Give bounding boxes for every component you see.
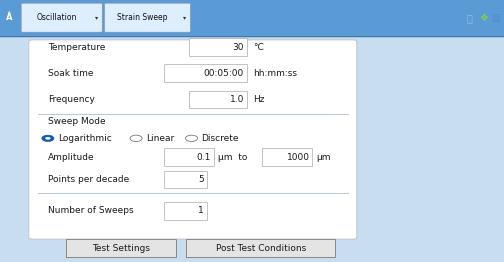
Bar xyxy=(164,202,207,220)
Circle shape xyxy=(45,137,50,140)
Bar xyxy=(164,148,214,166)
Text: 1: 1 xyxy=(198,206,204,215)
Text: Frequency: Frequency xyxy=(48,95,95,104)
FancyBboxPatch shape xyxy=(0,0,504,37)
Text: 5: 5 xyxy=(198,175,204,184)
Bar xyxy=(262,148,312,166)
Text: 00:05:00: 00:05:00 xyxy=(204,69,244,78)
FancyBboxPatch shape xyxy=(29,40,357,239)
Text: ▤: ▤ xyxy=(491,13,500,23)
Bar xyxy=(189,38,247,56)
Text: Â: Â xyxy=(6,13,12,22)
Text: μm  to: μm to xyxy=(218,153,247,162)
Text: Soak time: Soak time xyxy=(48,69,93,78)
Text: Strain Sweep: Strain Sweep xyxy=(117,13,168,22)
Text: 30: 30 xyxy=(232,43,244,52)
Circle shape xyxy=(42,135,54,141)
Text: °C: °C xyxy=(253,43,264,52)
Text: Post Test Conditions: Post Test Conditions xyxy=(216,244,306,253)
Text: ▾: ▾ xyxy=(95,15,98,20)
Text: Test Settings: Test Settings xyxy=(92,244,150,253)
FancyBboxPatch shape xyxy=(66,239,176,257)
FancyBboxPatch shape xyxy=(21,3,102,32)
Text: 0.1: 0.1 xyxy=(197,153,211,162)
Text: ⛨: ⛨ xyxy=(467,13,473,23)
Text: hh:mm:ss: hh:mm:ss xyxy=(253,69,297,78)
Text: Discrete: Discrete xyxy=(202,134,239,143)
Text: Points per decade: Points per decade xyxy=(48,175,129,184)
Text: Sweep Mode: Sweep Mode xyxy=(48,117,105,126)
Text: Hz: Hz xyxy=(253,95,265,104)
Text: 1000: 1000 xyxy=(286,153,309,162)
Text: μm: μm xyxy=(317,153,331,162)
Text: Amplitude: Amplitude xyxy=(48,153,95,162)
Bar xyxy=(189,91,247,108)
Text: Oscillation: Oscillation xyxy=(36,13,77,22)
Text: Temperature: Temperature xyxy=(48,43,105,52)
Circle shape xyxy=(130,135,142,141)
FancyBboxPatch shape xyxy=(104,3,191,32)
Text: Number of Sweeps: Number of Sweeps xyxy=(48,206,134,215)
Bar xyxy=(164,64,247,82)
Text: Linear: Linear xyxy=(146,134,174,143)
Text: Logarithmic: Logarithmic xyxy=(58,134,112,143)
Bar xyxy=(164,171,207,188)
Circle shape xyxy=(185,135,198,141)
Text: 1.0: 1.0 xyxy=(229,95,244,104)
Text: ❖: ❖ xyxy=(479,13,488,23)
Text: ▾: ▾ xyxy=(183,15,186,20)
FancyBboxPatch shape xyxy=(186,239,335,257)
